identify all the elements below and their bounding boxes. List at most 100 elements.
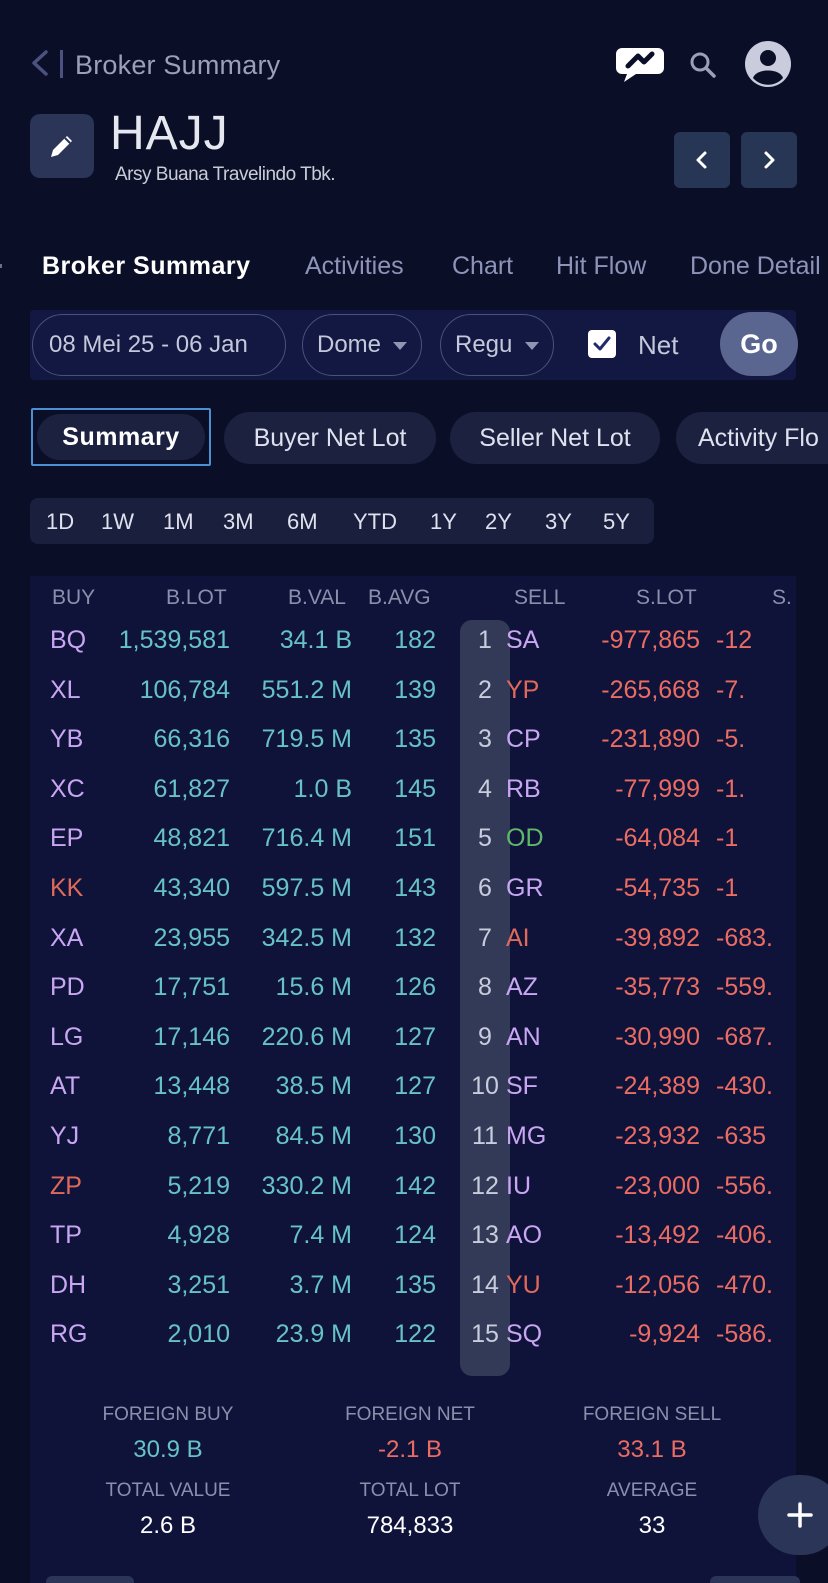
board-select[interactable]: Regu: [440, 314, 554, 376]
tab-chart[interactable]: Chart: [452, 252, 514, 280]
sell-broker-code[interactable]: RB: [506, 774, 541, 803]
sell-broker-code[interactable]: OD: [506, 824, 544, 853]
buy-lot: 106,784: [139, 675, 230, 704]
buy-broker-code[interactable]: BQ: [50, 626, 87, 654]
sell-broker-code[interactable]: MG: [506, 1122, 547, 1150]
search-icon[interactable]: [688, 50, 718, 80]
buy-lot: 8,771: [167, 1122, 230, 1150]
buy-average: 151: [394, 824, 436, 853]
chip-seller-net-lot[interactable]: Seller Net Lot: [450, 412, 660, 464]
buy-broker-code[interactable]: XC: [50, 774, 85, 803]
buy-broker-code[interactable]: LG: [50, 1022, 84, 1051]
tab-hit-flow[interactable]: Hit Flow: [556, 252, 647, 280]
rank-number: 9: [478, 1022, 492, 1051]
buy-lot: 66,316: [153, 725, 230, 754]
chip-buyer-net-lot[interactable]: Buyer Net Lot: [224, 412, 436, 464]
sell-broker-code[interactable]: AI: [506, 923, 530, 952]
sell-broker-code[interactable]: YP: [506, 675, 540, 704]
sell-lot: -231,890: [601, 725, 700, 754]
sell-broker-code[interactable]: CP: [506, 725, 541, 754]
foreign-buy-value: 30.9 B: [133, 1436, 203, 1463]
page-title: Broker Summary: [75, 50, 281, 80]
sell-broker-code[interactable]: SA: [506, 626, 540, 654]
sell-lot: -39,892: [615, 923, 700, 952]
sell-value: -1: [716, 874, 739, 902]
buy-broker-code[interactable]: RG: [50, 1320, 88, 1349]
chat-icon[interactable]: [614, 44, 666, 84]
period-5y[interactable]: 5Y: [603, 509, 630, 534]
period-6m[interactable]: 6M: [287, 509, 318, 534]
period-1d[interactable]: 1D: [46, 509, 75, 534]
sell-value: -5.: [716, 725, 746, 754]
period-1m[interactable]: 1M: [163, 509, 194, 534]
buy-broker-code[interactable]: YB: [50, 725, 84, 754]
buy-broker-code[interactable]: YJ: [50, 1122, 80, 1150]
col-buy-lot: B.LOT: [166, 586, 227, 609]
date-range-picker[interactable]: 08 Mei 25 - 06 Jan: [32, 314, 286, 376]
buy-value: 7.4 M: [289, 1221, 352, 1250]
buy-broker-code[interactable]: XA: [50, 923, 84, 952]
sell-lot: -64,084: [615, 824, 700, 853]
tab-activities[interactable]: Activities: [305, 252, 404, 280]
buy-value: 15.6 M: [275, 973, 352, 1002]
foreign-buy-label: FOREIGN BUY: [102, 1404, 234, 1425]
period-ytd[interactable]: YTD: [353, 509, 397, 534]
buy-value: 597.5 M: [261, 874, 352, 902]
sell-lot: -30,990: [615, 1022, 700, 1051]
buy-value: 716.4 M: [261, 824, 352, 853]
buy-broker-code[interactable]: TP: [50, 1221, 82, 1250]
add-button[interactable]: [758, 1475, 828, 1555]
sell-broker-code[interactable]: AN: [506, 1022, 541, 1051]
buy-lot: 5,219: [167, 1171, 230, 1200]
chip-activity-flow[interactable]: Activity Flo: [676, 412, 828, 464]
market-select[interactable]: Dome: [302, 314, 422, 376]
col-sell-value: S.: [772, 586, 792, 609]
company-name: Arsy Buana Travelindo Tbk.: [115, 164, 336, 185]
buy-broker-code[interactable]: AT: [50, 1072, 81, 1101]
check-icon: [593, 336, 611, 351]
sell-broker-code[interactable]: SF: [506, 1072, 538, 1101]
next-stock-button[interactable]: [741, 132, 797, 188]
rank-column: [460, 620, 510, 1376]
period-1w[interactable]: 1W: [101, 509, 134, 534]
buy-broker-code[interactable]: ZP: [50, 1171, 82, 1200]
filter-bar: 08 Mei 25 - 06 Jan Dome Regu Net Go: [30, 310, 798, 380]
sell-broker-code[interactable]: YU: [506, 1270, 541, 1299]
sell-broker-code[interactable]: AZ: [506, 973, 538, 1002]
net-checkbox[interactable]: [588, 330, 616, 358]
period-2y[interactable]: 2Y: [485, 509, 512, 534]
sell-broker-code[interactable]: GR: [506, 874, 544, 902]
buy-value: 84.5 M: [275, 1122, 352, 1150]
sell-broker-code[interactable]: SQ: [506, 1320, 543, 1349]
sell-broker-code[interactable]: IU: [506, 1171, 531, 1200]
period-3y[interactable]: 3Y: [545, 509, 572, 534]
previous-stock-button[interactable]: [674, 132, 730, 188]
buy-broker-code[interactable]: DH: [50, 1270, 87, 1299]
chip-summary[interactable]: Summary: [31, 408, 211, 466]
avatar-icon[interactable]: [744, 40, 792, 88]
buy-value: 342.5 M: [261, 923, 352, 952]
tab-done-detail[interactable]: Done Detail: [690, 252, 821, 280]
buy-broker-code[interactable]: XL: [50, 675, 81, 704]
period-3m[interactable]: 3M: [223, 509, 254, 534]
top-bar: Broker Summary: [0, 40, 828, 90]
period-1y[interactable]: 1Y: [430, 509, 457, 534]
rank-number: 2: [478, 675, 492, 704]
col-buy-value: B.VAL: [288, 586, 346, 609]
buy-lot: 3,251: [167, 1270, 230, 1299]
rank-number: 13: [471, 1221, 499, 1250]
buy-value: 23.9 M: [275, 1320, 352, 1349]
sell-broker-code[interactable]: AO: [506, 1221, 543, 1250]
sell-value: -586.: [716, 1320, 773, 1349]
buy-broker-code[interactable]: PD: [50, 973, 85, 1002]
buy-broker-code[interactable]: EP: [50, 824, 84, 853]
buy-average: 143: [394, 874, 436, 902]
buy-lot: 13,448: [153, 1072, 230, 1101]
go-button[interactable]: Go: [720, 312, 798, 376]
buy-broker-code[interactable]: KK: [50, 874, 84, 902]
edit-button[interactable]: [30, 114, 94, 178]
back-icon[interactable]: [28, 48, 52, 78]
tab-broker-summary[interactable]: Broker Summary: [42, 252, 251, 280]
sell-value: -406.: [716, 1221, 773, 1250]
buy-average: 127: [394, 1072, 436, 1101]
